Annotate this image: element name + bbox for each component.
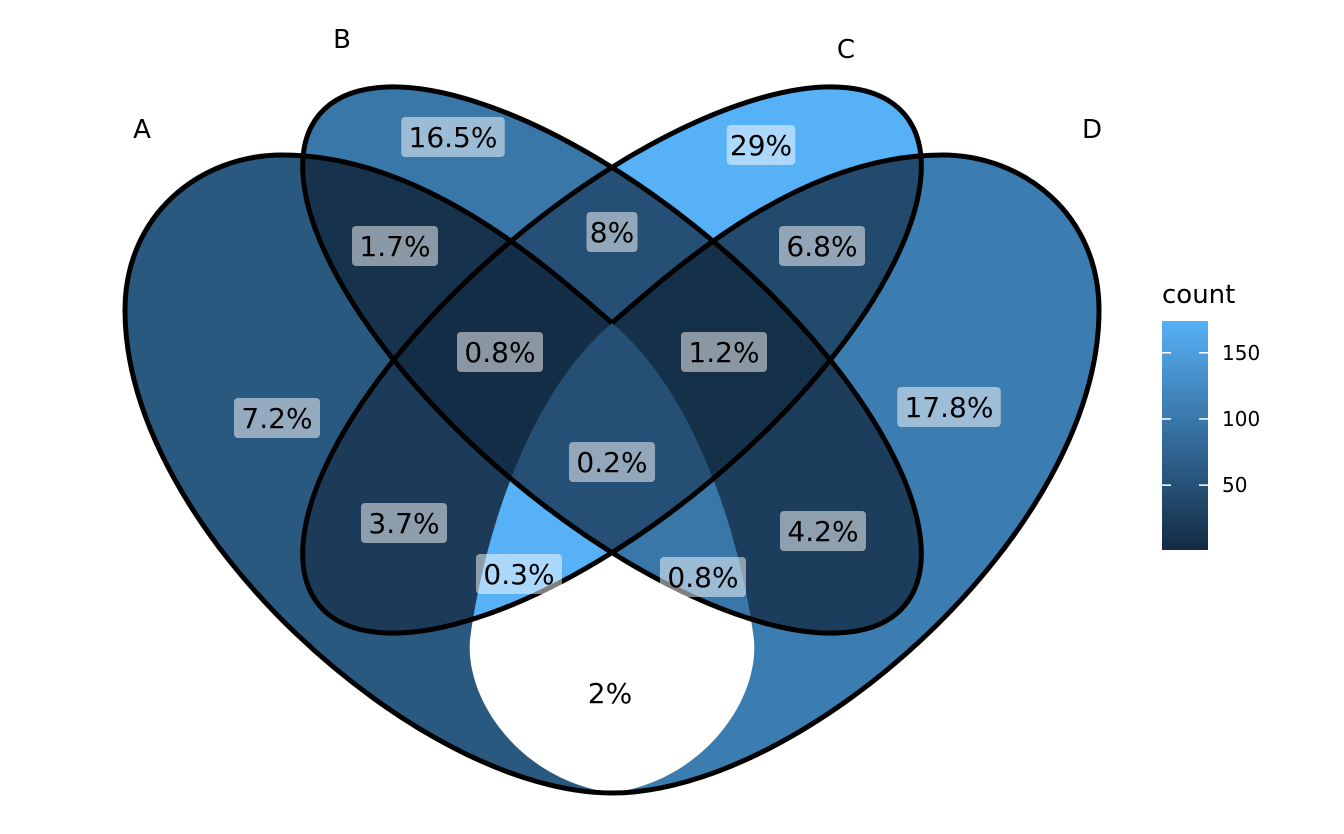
region-label-bd: 4.2% bbox=[780, 511, 866, 551]
region-percent: 29% bbox=[730, 129, 792, 162]
region-fill-cd bbox=[612, 155, 922, 634]
region-label-b: 16.5% bbox=[401, 117, 505, 157]
region-label-box bbox=[779, 226, 865, 266]
region-percent: 17.8% bbox=[905, 391, 994, 424]
region-label-bc: 8% bbox=[586, 212, 638, 252]
region-percent: 1.7% bbox=[359, 230, 430, 263]
legend-title: count bbox=[1162, 280, 1235, 310]
region-percent: 0.8% bbox=[667, 561, 738, 594]
set-label-a: A bbox=[133, 115, 151, 145]
legend-colorbar bbox=[1162, 321, 1208, 550]
set-outline-c bbox=[300, 84, 924, 636]
region-label-box bbox=[234, 398, 320, 438]
region-label-box bbox=[726, 125, 796, 165]
region-percent: 16.5% bbox=[409, 121, 498, 154]
region-label-acd: 0.3% bbox=[476, 554, 562, 594]
region-label-d: 17.8% bbox=[897, 387, 1001, 427]
set-label-b: B bbox=[333, 25, 351, 55]
legend-tick-label: 100 bbox=[1222, 407, 1260, 431]
region-label-box bbox=[457, 332, 543, 372]
region-percent: 0.8% bbox=[464, 336, 535, 369]
region-percent: 7.2% bbox=[241, 402, 312, 435]
region-fills bbox=[125, 86, 1099, 793]
legend-tick-label: 150 bbox=[1222, 341, 1260, 365]
set-outlines bbox=[122, 84, 1102, 796]
set-names: A B C D bbox=[133, 25, 1102, 145]
region-percent: 4.2% bbox=[787, 515, 858, 548]
region-label-box bbox=[361, 503, 447, 543]
legend-tick-label: 50 bbox=[1222, 473, 1247, 497]
region-label-box bbox=[586, 212, 638, 252]
set-label-c: C bbox=[837, 35, 855, 65]
region-label-cd: 6.8% bbox=[779, 226, 865, 266]
region-label-box bbox=[584, 673, 636, 713]
region-percent: 2% bbox=[588, 677, 632, 710]
region-label-abcd: 0.2% bbox=[569, 442, 655, 482]
region-label-box bbox=[352, 226, 438, 266]
region-label-bcd: 1.2% bbox=[681, 332, 767, 372]
set-outline-d bbox=[610, 152, 1102, 796]
region-label-ac: 3.7% bbox=[361, 503, 447, 543]
region-label-box bbox=[780, 511, 866, 551]
region-percent: 0.2% bbox=[576, 446, 647, 479]
region-percent: 0.3% bbox=[483, 558, 554, 591]
region-label-ab: 1.7% bbox=[352, 226, 438, 266]
region-label-box bbox=[681, 332, 767, 372]
set-outline-a bbox=[122, 152, 614, 796]
legend-ticks: 50 100 150 bbox=[1162, 341, 1260, 497]
region-label-a: 7.2% bbox=[234, 398, 320, 438]
region-percent: 6.8% bbox=[786, 230, 857, 263]
region-fill-bd bbox=[612, 155, 922, 634]
region-percent: 3.7% bbox=[368, 507, 439, 540]
region-percent: 8% bbox=[590, 216, 634, 249]
region-labels: 7.2% 16.5% 29% 17.8% 1.7% 8% 6.8% 3.7% 4.2% 2% 0.8… bbox=[234, 117, 1001, 713]
legend: count 50 100 150 bbox=[1162, 280, 1260, 550]
region-label-box bbox=[476, 554, 562, 594]
region-label-abd: 0.8% bbox=[660, 557, 746, 597]
region-label-box bbox=[401, 117, 505, 157]
region-label-ad: 2% bbox=[584, 673, 636, 713]
set-label-d: D bbox=[1082, 115, 1102, 145]
set-outline-b bbox=[300, 84, 924, 636]
region-label-box bbox=[569, 442, 655, 482]
region-label-box bbox=[660, 557, 746, 597]
region-label-c: 29% bbox=[726, 125, 796, 165]
region-percent: 1.2% bbox=[688, 336, 759, 369]
region-label-box bbox=[897, 387, 1001, 427]
region-label-abc: 0.8% bbox=[457, 332, 543, 372]
